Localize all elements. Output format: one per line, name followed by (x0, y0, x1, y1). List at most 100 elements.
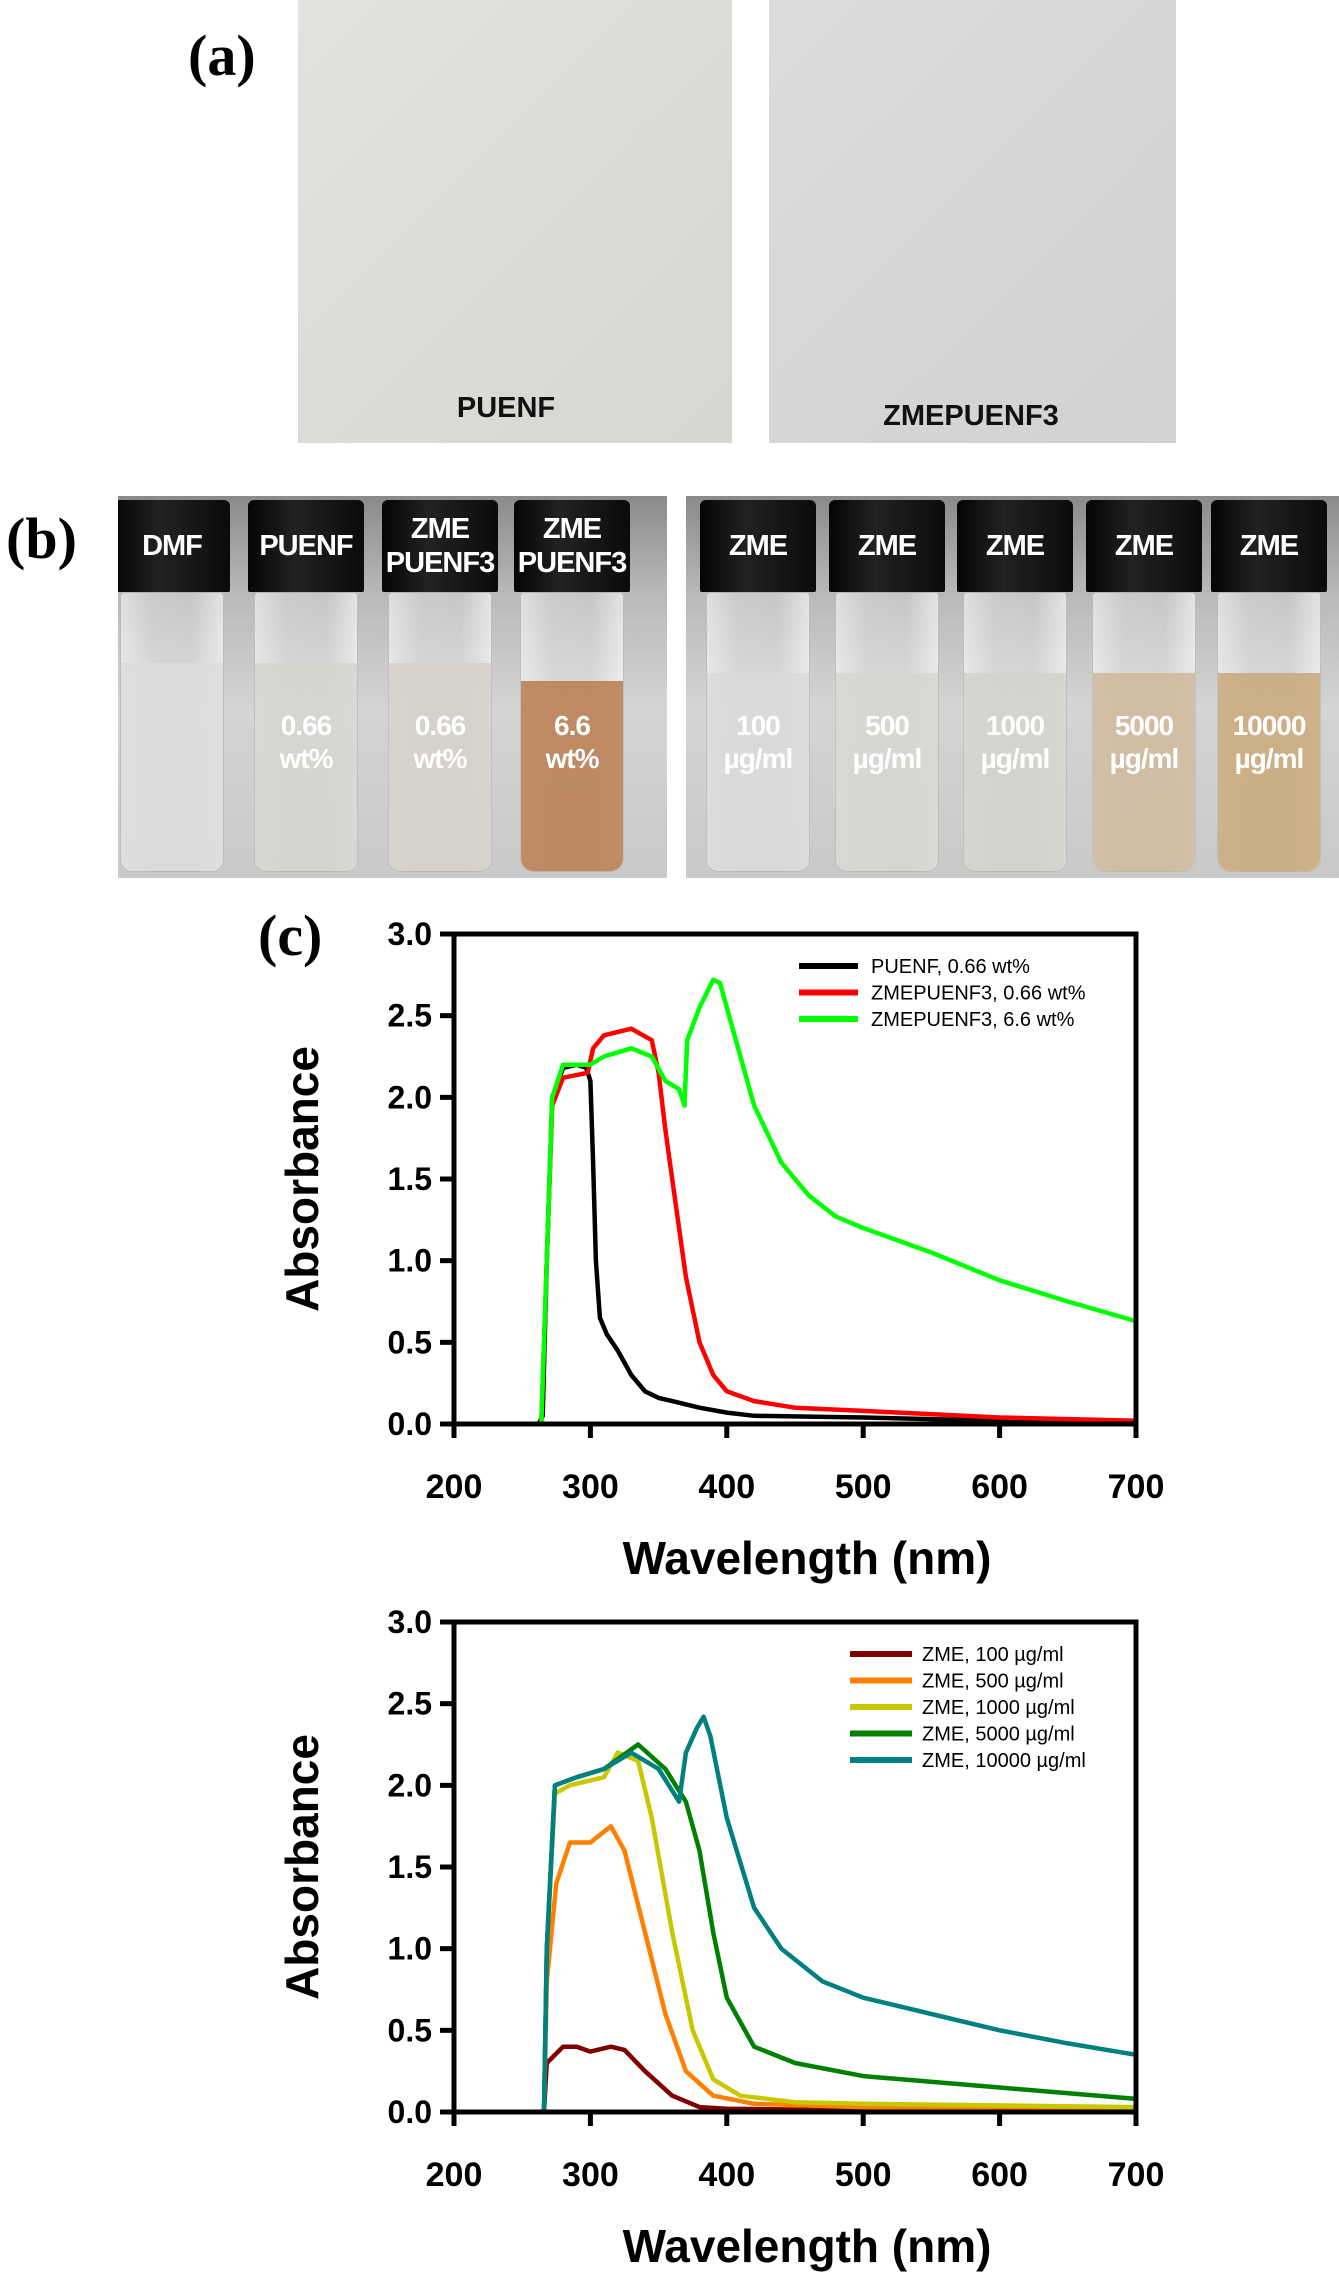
x-tick-label: 600 (971, 1468, 1028, 1506)
vial-concentration-text: 0.66 (280, 710, 333, 741)
vial-concentration-text: µg/ml (980, 743, 1051, 774)
y-tick-label: 3.0 (388, 916, 432, 952)
vial-concentration-text: 100 (736, 710, 781, 741)
y-tick-label: 2.0 (388, 1767, 432, 1803)
x-tick-label: 300 (562, 2156, 619, 2194)
vial-photo-right: ZME 100 µg/ml ZME 500 µg/ml ZME 1000 µg/ml ZME 500… (686, 496, 1339, 878)
series-line-2 (454, 1750, 1137, 2115)
vial: ZME 500 µg/ml (829, 496, 945, 878)
vial-concentration-text: 6.6 (554, 710, 591, 741)
vial-concentration-text: 10000 (1232, 710, 1307, 741)
vial-liquid (521, 681, 623, 871)
y-tick-label: 1.0 (388, 1243, 432, 1279)
vial: ZME PUENF3 6.6 wt% (514, 496, 630, 878)
vial-liquid (389, 663, 491, 871)
vial-glass: 5000 µg/ml (1092, 592, 1196, 872)
vial-cap: ZME PUENF3 (382, 500, 498, 592)
y-axis-label: Absorbance (276, 1046, 328, 1312)
vial: PUENF 0.66 wt% (248, 496, 364, 878)
vial-concentration-label: 500 µg/ml (836, 709, 938, 775)
vial-cap: ZME (829, 500, 945, 592)
x-tick-label: 400 (698, 1468, 755, 1506)
series-line-0 (454, 2044, 1136, 2115)
x-axis-label: Wavelength (nm) (623, 2220, 992, 2272)
vial-concentration-label: 0.66 wt% (389, 709, 491, 775)
vial-cap: ZME (957, 500, 1073, 592)
vial-concentration-text: 500 (865, 710, 910, 741)
vial-liquid (1218, 673, 1320, 871)
x-axis-label: Wavelength (nm) (623, 1532, 992, 1584)
vial-liquid (836, 673, 938, 871)
film-label: PUENF (456, 392, 556, 424)
legend-label: ZME, 500 µg/ml (922, 1671, 1064, 1693)
panel-label-a: (a) (188, 23, 256, 88)
y-axis-label: Absorbance (276, 1734, 328, 2000)
y-tick-label: 1.5 (388, 1849, 432, 1885)
vial-liquid (964, 673, 1066, 871)
legend-label: ZME, 5000 µg/ml (922, 1724, 1075, 1746)
vial: DMF (118, 496, 230, 878)
y-tick-label: 1.0 (388, 1931, 432, 1967)
y-tick-label: 3.0 (388, 1604, 432, 1640)
y-tick-label: 0.0 (388, 2094, 432, 2130)
legend-label: ZMEPUENF3, 0.66 wt% (871, 983, 1086, 1005)
vial-cap: DMF (118, 500, 230, 592)
vial-concentration-text: µg/ml (1234, 743, 1305, 774)
vial-concentration-text: 1000 (985, 710, 1045, 741)
vial-glass: 0.66 wt% (254, 592, 358, 872)
vial-cap-label: PUENF (259, 530, 353, 562)
vial-concentration-label: 6.6 wt% (521, 709, 623, 775)
vial-cap-label: ZME (728, 530, 788, 562)
vial-cap-label: DMF (142, 530, 203, 562)
x-tick-label: 400 (698, 2156, 755, 2194)
series-line-2 (454, 977, 1137, 1427)
vial-cap-label: PUENF3 (517, 547, 627, 579)
y-tick-label: 2.5 (388, 998, 432, 1034)
film-label: ZMEPUENF3 (883, 400, 1059, 432)
y-tick-label: 0.5 (388, 1324, 432, 1360)
legend-label: ZMEPUENF3, 6.6 wt% (871, 1009, 1075, 1031)
vial-concentration-label: 5000 µg/ml (1093, 709, 1195, 775)
vial: ZME PUENF3 0.66 wt% (382, 496, 498, 878)
vial-concentration-label: 100 µg/ml (707, 709, 809, 775)
vial-cap: ZME (1211, 500, 1327, 592)
x-tick-label: 700 (1108, 2156, 1165, 2194)
vial-glass: 6.6 wt% (520, 592, 624, 872)
legend-label: ZME, 1000 µg/ml (922, 1697, 1075, 1719)
x-tick-label: 700 (1108, 1468, 1165, 1506)
x-tick-label: 500 (835, 2156, 892, 2194)
y-tick-label: 2.0 (388, 1079, 432, 1115)
vial-cap-label: ZME (410, 513, 470, 545)
vial-cap: ZME (1086, 500, 1202, 592)
vial-cap-label: PUENF3 (385, 547, 495, 579)
vial-glass: 0.66 wt% (388, 592, 492, 872)
vial: ZME 1000 µg/ml (957, 496, 1073, 878)
series-line-0 (454, 1062, 1137, 1427)
panel-label-c: (c) (258, 903, 323, 968)
x-tick-label: 200 (426, 2156, 483, 2194)
vial-liquid (255, 663, 357, 871)
absorbance-chart-zme: 0.0 0.5 1.0 1.5 2.0 2.5 3.0 200 300 400 500 600 700 W… (276, 1604, 1165, 2272)
vial-cap: ZME PUENF3 (514, 500, 630, 592)
vial-concentration-label: 10000 µg/ml (1218, 709, 1320, 775)
x-tick-label: 300 (562, 1468, 619, 1506)
y-tick-label: 2.5 (388, 1686, 432, 1722)
vial-glass: 10000 µg/ml (1217, 592, 1321, 872)
vial-glass: 100 µg/ml (706, 592, 810, 872)
vial-concentration-text: wt% (545, 743, 600, 774)
series-line-1 (454, 1823, 1137, 2115)
y-tick-label: 0.0 (388, 1406, 432, 1442)
vial-concentration-label: 0.66 wt% (255, 709, 357, 775)
film-photo-zmepuenf3: ZMEPUENF3 (769, 0, 1176, 443)
vial-concentration-text: 0.66 (414, 710, 467, 741)
vial-glass: 1000 µg/ml (963, 592, 1067, 872)
series-line-4 (454, 1714, 1137, 2115)
series-line-1 (454, 1026, 1137, 1427)
vial-liquid (1093, 673, 1195, 871)
vial-cap: PUENF (248, 500, 364, 592)
vial-glass: 500 µg/ml (835, 592, 939, 872)
vial-cap-label: ZME (542, 513, 602, 545)
vial-cap-label: ZME (1239, 530, 1299, 562)
x-tick-label: 200 (426, 1468, 483, 1506)
y-tick-label: 1.5 (388, 1161, 432, 1197)
